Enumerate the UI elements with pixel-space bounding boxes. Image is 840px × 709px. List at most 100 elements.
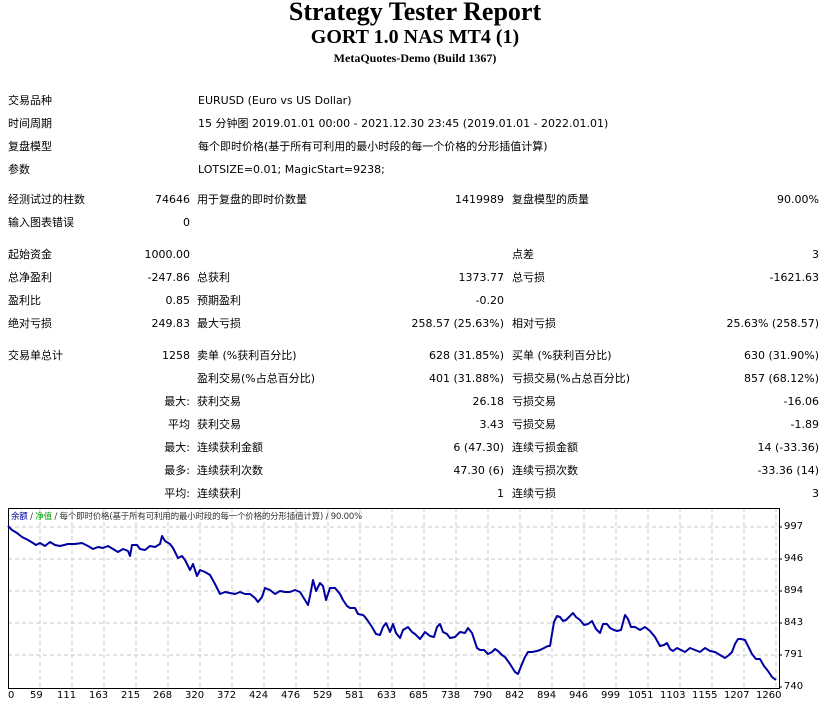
maximal-consec-profit-label: 连续获利次数 <box>197 464 263 477</box>
x-tick: 894 <box>537 690 557 701</box>
x-tick: 790 <box>473 690 493 701</box>
loss-trades-value: 857 (68.12%) <box>743 372 819 385</box>
short-label: 卖单 (%获利百分比) <box>197 349 297 362</box>
x-tick: 1103 <box>660 690 686 701</box>
y-tick: 946 <box>784 553 804 564</box>
deposit-value: 1000.00 <box>144 248 191 261</box>
gross-profit-label: 总获利 <box>197 271 230 284</box>
errors-label: 输入图表错误 <box>8 216 74 229</box>
bars-label: 经测试过的柱数 <box>8 193 85 206</box>
report-title: Strategy Tester Report <box>288 0 542 26</box>
x-tick: 215 <box>121 690 141 701</box>
x-tick: 0 <box>8 690 15 701</box>
y-tick: 894 <box>784 585 804 596</box>
x-tick: 999 <box>601 690 621 701</box>
profit-factor-label: 盈利比 <box>8 294 41 307</box>
balance-chart <box>7 508 782 689</box>
short-value: 628 (31.85%) <box>428 349 504 362</box>
average-profit-value: 3.43 <box>479 418 505 431</box>
params-label: 参数 <box>8 163 30 176</box>
profit-factor-value: 0.85 <box>165 294 191 307</box>
average-prefix: 平均 <box>168 418 190 431</box>
maximal-consec-profit-value: 47.30 (6) <box>453 464 504 477</box>
x-tick: 946 <box>569 690 589 701</box>
chart-legend: 余额 / 净值 / 每个即时价格(基于所有可利用的最小时段的每一个价格的分形插值… <box>11 510 362 522</box>
average-profit-label: 获利交易 <box>197 418 241 431</box>
quality-label: 复盘模型的质量 <box>512 193 589 206</box>
profit-trades-value: 401 (31.88%) <box>428 372 504 385</box>
average-loss-label: 亏损交易 <box>512 418 556 431</box>
average-loss-value: -1.89 <box>790 418 819 431</box>
x-tick: 842 <box>505 690 525 701</box>
server-build: MetaQuotes-Demo (Build 1367) <box>333 51 497 65</box>
net-profit-label: 总净盈利 <box>8 271 52 284</box>
rel-drawdown-value: 25.63% (258.57) <box>726 317 819 330</box>
model-label: 复盘模型 <box>8 140 52 153</box>
period-label: 时间周期 <box>8 117 52 130</box>
tick-marks <box>779 526 782 688</box>
maximal-consec-loss-value: -33.36 (14) <box>757 464 819 477</box>
max-consec-wins-value: 6 (47.30) <box>453 441 504 454</box>
x-tick: 738 <box>441 690 461 701</box>
legend-separator: / <box>27 512 36 522</box>
avg-consec-losses-value: 3 <box>812 487 819 500</box>
largest-profit-label: 获利交易 <box>197 395 241 408</box>
deposit-label: 起始资金 <box>8 248 52 261</box>
x-tick: 633 <box>377 690 397 701</box>
symbol-value: EURUSD (Euro vs US Dollar) <box>198 94 352 107</box>
max-drawdown-label: 最大亏损 <box>197 317 241 330</box>
expert-name: GORT 1.0 NAS MT4 (1) <box>310 26 520 48</box>
legend-balance: 余额 <box>11 512 28 522</box>
total-trades-value: 1258 <box>162 349 190 362</box>
x-tick: 581 <box>345 690 365 701</box>
x-tick: 1155 <box>692 690 718 701</box>
x-tick: 59 <box>30 690 43 701</box>
x-tick: 1260 <box>756 690 782 701</box>
x-tick: 476 <box>281 690 301 701</box>
rel-drawdown-label: 相对亏损 <box>512 317 556 330</box>
legend-model-quality: / 每个即时价格(基于所有可利用的最小时段的每一个价格的分形插值计算) / 90… <box>51 512 362 522</box>
spread-label: 点差 <box>512 248 534 261</box>
abs-drawdown-value: 249.83 <box>151 317 191 330</box>
x-tick: 1051 <box>628 690 654 701</box>
x-tick: 372 <box>217 690 237 701</box>
bars-value: 74646 <box>155 193 190 206</box>
legend-equity: 净值 <box>35 512 52 522</box>
max-consec-wins-label: 连续获利金额 <box>197 441 263 454</box>
profit-trades-label: 盈利交易(%占总百分比) <box>197 372 316 385</box>
x-tick: 320 <box>185 690 205 701</box>
ticks-label: 用于复盘的即时价数量 <box>197 193 307 206</box>
y-tick: 740 <box>784 681 804 692</box>
y-tick: 843 <box>784 617 804 628</box>
max-consec-losses-value: 14 (-33.36) <box>757 441 819 454</box>
x-tick: 1207 <box>724 690 750 701</box>
largest-prefix: 最大: <box>164 395 190 408</box>
chart-frame <box>8 508 780 689</box>
max-drawdown-value: 258.57 (25.63%) <box>411 317 504 330</box>
expected-payoff-value: -0.20 <box>475 294 504 307</box>
balance-line <box>7 525 777 681</box>
avg-prefix: 平均: <box>164 487 190 500</box>
maximal-consec-loss-label: 连续亏损次数 <box>512 464 578 477</box>
x-tick: 163 <box>89 690 109 701</box>
x-tick: 268 <box>153 690 173 701</box>
y-tick: 997 <box>784 521 804 532</box>
gross-loss-label: 总亏损 <box>512 271 545 284</box>
quality-value: 90.00% <box>777 193 819 206</box>
x-tick: 424 <box>249 690 269 701</box>
long-label: 买单 (%获利百分比) <box>512 349 612 362</box>
largest-loss-value: -16.06 <box>783 395 819 408</box>
max-prefix: 最大: <box>164 441 190 454</box>
symbol-label: 交易品种 <box>8 94 52 107</box>
x-tick: 111 <box>57 690 77 701</box>
net-profit-value: -247.86 <box>147 271 190 284</box>
chart-grid <box>8 508 779 688</box>
abs-drawdown-label: 绝对亏损 <box>8 317 52 330</box>
x-tick: 685 <box>409 690 429 701</box>
avg-consec-wins-value: 1 <box>497 487 504 500</box>
loss-trades-label: 亏损交易(%占总百分比) <box>512 372 631 385</box>
max-consec-losses-label: 连续亏损金额 <box>512 441 578 454</box>
y-tick: 791 <box>784 649 804 660</box>
avg-consec-losses-label: 连续亏损 <box>512 487 556 500</box>
ticks-value: 1419989 <box>455 193 504 206</box>
